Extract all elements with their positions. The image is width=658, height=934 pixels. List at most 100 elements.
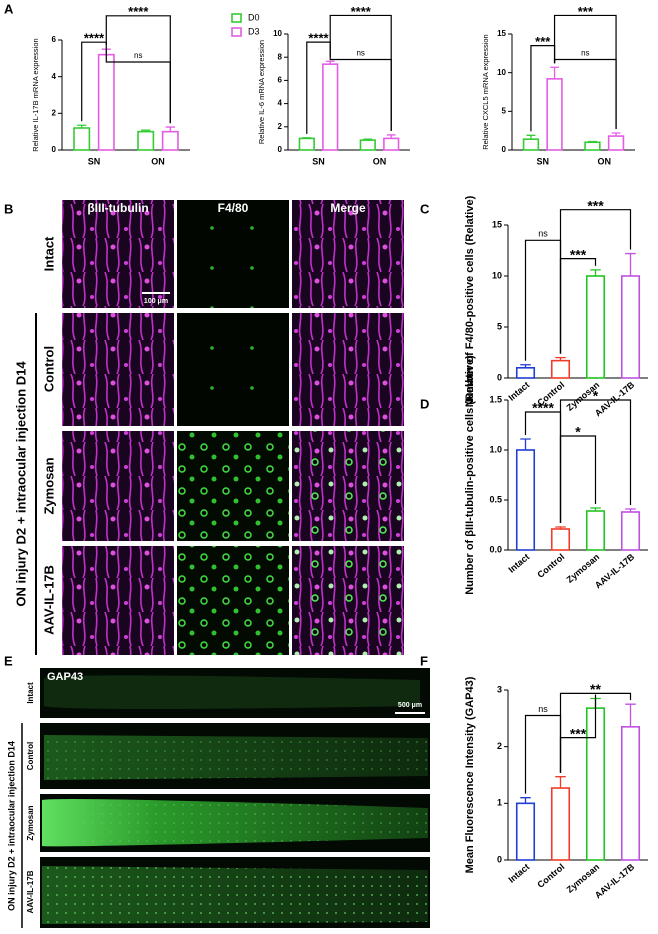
row-label: Control: [41, 346, 56, 392]
error-bar: [363, 138, 373, 141]
y-tick-label: 15: [497, 29, 506, 38]
y-tick-label: 0: [497, 372, 502, 382]
error-bar: [526, 134, 536, 140]
bar: [383, 137, 400, 151]
significance-label: ***: [570, 725, 587, 741]
bar: [515, 802, 536, 861]
x-tick-label: Control: [535, 862, 566, 890]
y-axis-label: Relative CXCL5 mRNA expression: [481, 34, 490, 149]
error-bar: [555, 776, 566, 789]
legend-swatch: [231, 27, 242, 37]
image: [292, 313, 404, 426]
error-bar: [520, 797, 531, 804]
y-tick-label: 6: [278, 76, 283, 85]
x-tick-label: Control: [535, 552, 566, 580]
row-label: AAV-IL-17B: [26, 870, 35, 913]
y-tick-label: 15: [492, 219, 502, 229]
bar: [515, 449, 536, 551]
y-tick-label: 0: [52, 145, 57, 154]
significance-bracket: [329, 14, 392, 131]
scale-label: 100 μm: [144, 298, 168, 305]
x-tick-label: ON: [598, 156, 612, 166]
y-tick-label: 6: [52, 35, 57, 44]
image: [62, 200, 174, 308]
significance-label: ****: [308, 31, 329, 46]
significance-label: ns: [356, 49, 364, 58]
bar: [322, 63, 339, 151]
significance-bracket: [524, 714, 562, 794]
panel-label: C: [420, 201, 430, 216]
image: [292, 546, 404, 655]
y-axis-label: Relative IL-6 mRNA expression: [257, 40, 266, 144]
bar: [546, 78, 563, 151]
y-tick-label: 1: [497, 798, 502, 808]
y-tick-label: 10: [497, 68, 506, 77]
legend-swatch: [231, 13, 242, 23]
column-label: βIII-tubulin: [87, 201, 148, 215]
legend-label: D0: [248, 12, 260, 22]
significance-label: ***: [570, 246, 587, 262]
error-bar: [141, 129, 151, 132]
row-label: Control: [26, 742, 35, 770]
nerve: [44, 675, 420, 709]
bar: [620, 275, 641, 379]
bar: [584, 141, 601, 151]
significance-label: ***: [578, 4, 594, 19]
y-axis-label: Mean Fluorescence Intensity (GAP43): [464, 676, 476, 873]
image: [62, 431, 174, 541]
significance-label: ns: [581, 49, 589, 58]
bar: [161, 130, 179, 151]
y-tick-label: 0: [278, 145, 283, 154]
y-tick-label: 5: [502, 106, 507, 115]
y-tick-label: 10: [492, 270, 502, 280]
y-tick-label: 5: [497, 321, 502, 331]
bar: [550, 787, 571, 861]
y-tick-label: 4: [52, 72, 57, 81]
scale-label: 500 μm: [398, 702, 422, 709]
error-bar: [625, 703, 636, 727]
y-axis-label: Relative IL-17B mRNA expression: [31, 38, 40, 151]
panel-label: F: [420, 653, 428, 668]
column-label: Merge: [330, 201, 366, 215]
significance-bracket: [559, 692, 632, 773]
image: [292, 431, 404, 541]
panel-label: A: [4, 1, 14, 16]
significance-bracket: [559, 209, 632, 354]
error-bar: [302, 137, 312, 139]
row-label: Zymosan: [41, 457, 56, 514]
significance-label: ****: [351, 4, 372, 19]
image: [177, 200, 289, 308]
y-tick-label: 2: [278, 122, 283, 131]
error-bar: [590, 269, 601, 276]
bar: [585, 510, 606, 551]
x-tick-label: ON: [373, 156, 387, 166]
significance-bracket: [559, 399, 632, 523]
stain-label: GAP43: [47, 671, 83, 683]
error-bar: [555, 356, 566, 361]
column-label: F4/80: [218, 201, 249, 215]
error-bar: [590, 507, 601, 511]
bar: [73, 127, 91, 151]
error-bar: [386, 134, 396, 139]
bar: [620, 511, 641, 551]
panel-label: D: [420, 396, 429, 411]
x-tick-label: SN: [536, 156, 549, 166]
micrograph-grid: [62, 200, 404, 655]
y-tick-label: 1.5: [489, 394, 502, 404]
bar: [97, 53, 115, 151]
significance-bracket: [524, 239, 562, 361]
significance-label: ****: [84, 31, 105, 46]
significance-label: ns: [538, 704, 548, 714]
row-label: Zymosan: [26, 805, 35, 840]
error-bar: [555, 526, 566, 529]
nerve-images: [40, 668, 430, 928]
y-tick-label: 4: [278, 99, 283, 108]
significance-label: ns: [538, 229, 548, 239]
y-tick-label: 2: [497, 741, 502, 751]
bar: [298, 137, 315, 151]
image: [177, 546, 289, 655]
image: [177, 313, 289, 426]
y-tick-label: 2: [52, 108, 57, 117]
y-tick-label: 0.5: [489, 494, 502, 504]
